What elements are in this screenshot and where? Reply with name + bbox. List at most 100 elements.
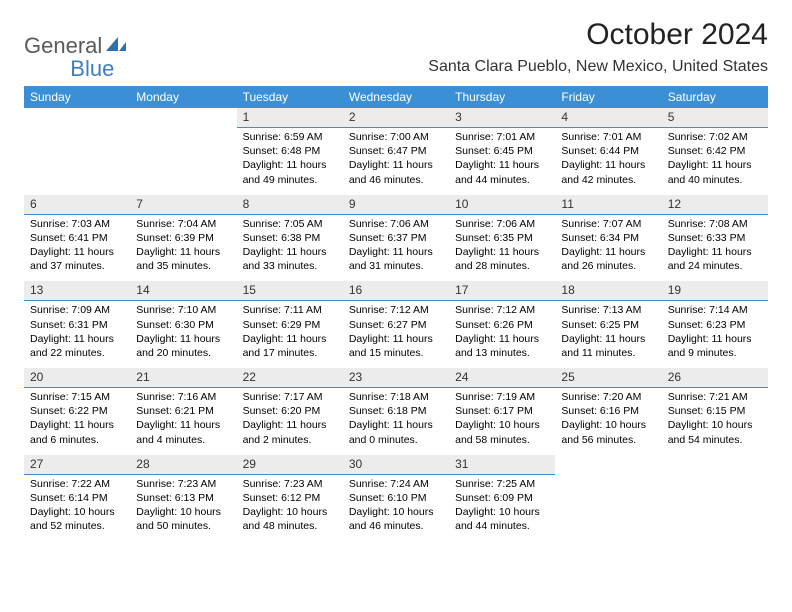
day-cell: Sunrise: 7:25 AMSunset: 6:09 PMDaylight:… — [449, 475, 555, 542]
daylight-text: Daylight: 11 hours and 24 minutes. — [668, 245, 762, 273]
day-cell: Sunrise: 7:00 AMSunset: 6:47 PMDaylight:… — [343, 128, 449, 195]
daylight-text: Daylight: 10 hours and 58 minutes. — [455, 418, 549, 446]
daynum-row: 12345 — [24, 108, 768, 128]
daylight-text: Daylight: 11 hours and 20 minutes. — [136, 332, 230, 360]
day-cell: Sunrise: 7:02 AMSunset: 6:42 PMDaylight:… — [662, 128, 768, 195]
day-cell — [662, 475, 768, 542]
daylight-text: Daylight: 11 hours and 37 minutes. — [30, 245, 124, 273]
day-number — [662, 455, 768, 475]
sunset-text: Sunset: 6:29 PM — [243, 318, 337, 332]
sunrise-text: Sunrise: 7:25 AM — [455, 477, 549, 491]
day-number — [130, 108, 236, 128]
daylight-text: Daylight: 11 hours and 17 minutes. — [243, 332, 337, 360]
daylight-text: Daylight: 11 hours and 35 minutes. — [136, 245, 230, 273]
daylight-text: Daylight: 11 hours and 22 minutes. — [30, 332, 124, 360]
day-cell: Sunrise: 7:17 AMSunset: 6:20 PMDaylight:… — [237, 388, 343, 455]
daylight-text: Daylight: 11 hours and 31 minutes. — [349, 245, 443, 273]
day-number: 16 — [343, 281, 449, 301]
daylight-text: Daylight: 10 hours and 48 minutes. — [243, 505, 337, 533]
day-number: 28 — [130, 455, 236, 475]
day-cell: Sunrise: 7:21 AMSunset: 6:15 PMDaylight:… — [662, 388, 768, 455]
sunset-text: Sunset: 6:41 PM — [30, 231, 124, 245]
daylight-text: Daylight: 11 hours and 13 minutes. — [455, 332, 549, 360]
sunrise-text: Sunrise: 7:09 AM — [30, 303, 124, 317]
weekday-header: Tuesday — [237, 86, 343, 108]
day-cell: Sunrise: 7:22 AMSunset: 6:14 PMDaylight:… — [24, 475, 130, 542]
day-number: 11 — [555, 195, 661, 215]
sunset-text: Sunset: 6:14 PM — [30, 491, 124, 505]
day-cell: Sunrise: 7:06 AMSunset: 6:37 PMDaylight:… — [343, 215, 449, 282]
day-number: 22 — [237, 368, 343, 388]
sunrise-text: Sunrise: 7:20 AM — [561, 390, 655, 404]
sunset-text: Sunset: 6:47 PM — [349, 144, 443, 158]
sunset-text: Sunset: 6:17 PM — [455, 404, 549, 418]
daylight-text: Daylight: 11 hours and 9 minutes. — [668, 332, 762, 360]
weekday-header-row: Sunday Monday Tuesday Wednesday Thursday… — [24, 86, 768, 108]
day-number: 29 — [237, 455, 343, 475]
day-number: 8 — [237, 195, 343, 215]
day-cell — [555, 475, 661, 542]
daylight-text: Daylight: 11 hours and 6 minutes. — [30, 418, 124, 446]
sunset-text: Sunset: 6:09 PM — [455, 491, 549, 505]
sunset-text: Sunset: 6:33 PM — [668, 231, 762, 245]
day-number: 1 — [237, 108, 343, 128]
weeks-container: 12345Sunrise: 6:59 AMSunset: 6:48 PMDayl… — [24, 108, 768, 541]
day-number: 7 — [130, 195, 236, 215]
week-body-row: Sunrise: 7:15 AMSunset: 6:22 PMDaylight:… — [24, 388, 768, 455]
sunset-text: Sunset: 6:10 PM — [349, 491, 443, 505]
sunrise-text: Sunrise: 7:00 AM — [349, 130, 443, 144]
daynum-row: 20212223242526 — [24, 368, 768, 388]
day-number: 3 — [449, 108, 555, 128]
sunrise-text: Sunrise: 7:17 AM — [243, 390, 337, 404]
week-body-row: Sunrise: 6:59 AMSunset: 6:48 PMDaylight:… — [24, 128, 768, 195]
day-cell: Sunrise: 7:15 AMSunset: 6:22 PMDaylight:… — [24, 388, 130, 455]
daylight-text: Daylight: 11 hours and 0 minutes. — [349, 418, 443, 446]
sunrise-text: Sunrise: 7:12 AM — [349, 303, 443, 317]
sunrise-text: Sunrise: 7:03 AM — [30, 217, 124, 231]
sunrise-text: Sunrise: 7:15 AM — [30, 390, 124, 404]
day-number: 17 — [449, 281, 555, 301]
day-number: 10 — [449, 195, 555, 215]
day-number — [555, 455, 661, 475]
sunset-text: Sunset: 6:25 PM — [561, 318, 655, 332]
daynum-row: 13141516171819 — [24, 281, 768, 301]
day-cell: Sunrise: 7:07 AMSunset: 6:34 PMDaylight:… — [555, 215, 661, 282]
sunrise-text: Sunrise: 7:01 AM — [455, 130, 549, 144]
sunset-text: Sunset: 6:27 PM — [349, 318, 443, 332]
sunset-text: Sunset: 6:44 PM — [561, 144, 655, 158]
day-cell: Sunrise: 7:04 AMSunset: 6:39 PMDaylight:… — [130, 215, 236, 282]
day-cell: Sunrise: 7:24 AMSunset: 6:10 PMDaylight:… — [343, 475, 449, 542]
sunrise-text: Sunrise: 7:11 AM — [243, 303, 337, 317]
day-cell: Sunrise: 7:12 AMSunset: 6:26 PMDaylight:… — [449, 301, 555, 368]
logo-text-blue: Blue — [70, 56, 114, 82]
week-body-row: Sunrise: 7:22 AMSunset: 6:14 PMDaylight:… — [24, 475, 768, 542]
location: Santa Clara Pueblo, New Mexico, United S… — [428, 58, 768, 76]
day-cell: Sunrise: 7:16 AMSunset: 6:21 PMDaylight:… — [130, 388, 236, 455]
sunrise-text: Sunrise: 7:01 AM — [561, 130, 655, 144]
day-number: 14 — [130, 281, 236, 301]
week-body-row: Sunrise: 7:09 AMSunset: 6:31 PMDaylight:… — [24, 301, 768, 368]
sunset-text: Sunset: 6:20 PM — [243, 404, 337, 418]
sunrise-text: Sunrise: 7:07 AM — [561, 217, 655, 231]
day-number: 20 — [24, 368, 130, 388]
sunrise-text: Sunrise: 7:08 AM — [668, 217, 762, 231]
weekday-header: Saturday — [662, 86, 768, 108]
sunset-text: Sunset: 6:37 PM — [349, 231, 443, 245]
sunrise-text: Sunrise: 7:21 AM — [668, 390, 762, 404]
day-number: 21 — [130, 368, 236, 388]
day-number: 25 — [555, 368, 661, 388]
day-cell: Sunrise: 7:10 AMSunset: 6:30 PMDaylight:… — [130, 301, 236, 368]
sunrise-text: Sunrise: 7:13 AM — [561, 303, 655, 317]
logo: General Blue — [24, 18, 114, 70]
day-number: 23 — [343, 368, 449, 388]
day-cell — [24, 128, 130, 195]
daynum-row: 2728293031 — [24, 455, 768, 475]
day-number: 5 — [662, 108, 768, 128]
sunrise-text: Sunrise: 7:12 AM — [455, 303, 549, 317]
day-cell: Sunrise: 7:08 AMSunset: 6:33 PMDaylight:… — [662, 215, 768, 282]
sunrise-text: Sunrise: 7:05 AM — [243, 217, 337, 231]
day-cell: Sunrise: 7:13 AMSunset: 6:25 PMDaylight:… — [555, 301, 661, 368]
header: General Blue October 2024 Santa Clara Pu… — [24, 18, 768, 76]
day-number: 27 — [24, 455, 130, 475]
daylight-text: Daylight: 11 hours and 2 minutes. — [243, 418, 337, 446]
